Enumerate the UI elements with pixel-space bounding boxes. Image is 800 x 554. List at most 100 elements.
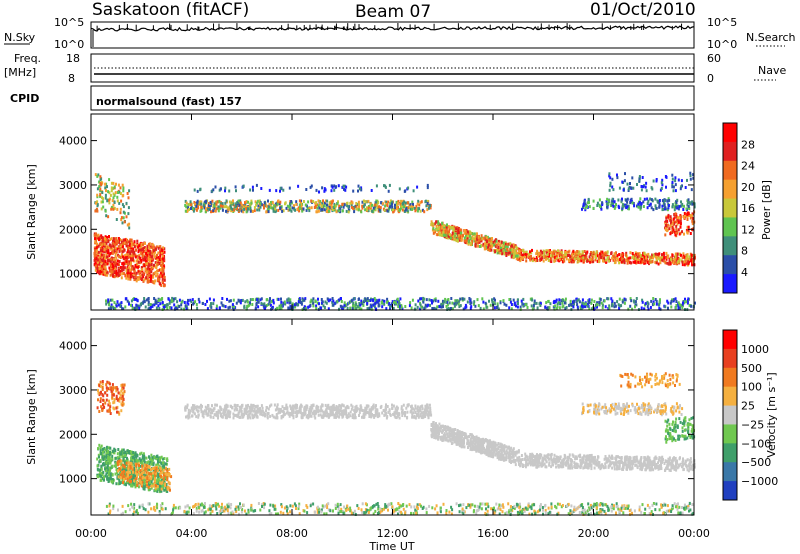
echo-cell	[579, 305, 582, 309]
echo-cell	[667, 262, 670, 266]
echo-cell	[655, 261, 658, 265]
echo-cell	[531, 257, 534, 261]
echo-cell	[611, 177, 614, 181]
echo-cell	[457, 234, 460, 238]
echo-cell	[180, 307, 183, 311]
echo-cell	[124, 472, 127, 476]
echo-cell	[471, 240, 474, 243]
echo-cell	[565, 253, 568, 257]
echo-cell	[460, 237, 463, 241]
echo-cell	[269, 297, 271, 301]
echo-cell	[110, 205, 113, 209]
echo-cell	[106, 271, 109, 275]
echo-cell	[447, 298, 450, 301]
echo-cell	[128, 262, 130, 266]
echo-cell	[458, 236, 461, 240]
echo-cell	[95, 249, 98, 253]
echo-cell	[335, 185, 338, 189]
echo-cell	[251, 303, 254, 306]
echo-cell	[603, 299, 606, 303]
echo-cell	[298, 203, 301, 207]
echo-cell	[408, 205, 411, 209]
echo-cell	[197, 297, 200, 301]
echo-cell	[231, 303, 234, 307]
echo-cell	[653, 302, 656, 306]
echo-cell	[115, 256, 118, 260]
echo-cell	[188, 203, 191, 206]
echo-cell	[458, 305, 461, 309]
echo-cell	[372, 210, 375, 213]
echo-cell	[494, 250, 497, 254]
echo-cell	[135, 271, 138, 275]
echo-cell	[123, 241, 126, 245]
echo-cell	[316, 210, 319, 214]
echo-cell	[686, 199, 689, 203]
echo-cell	[124, 305, 127, 309]
echo-cell	[128, 451, 131, 455]
echo-cell	[558, 259, 561, 263]
echo-cell	[139, 452, 142, 456]
echo-cell	[545, 249, 548, 253]
echo-cell	[522, 248, 524, 252]
echo-cell	[346, 201, 349, 205]
echo-cell	[570, 303, 573, 307]
echo-cell	[618, 261, 621, 265]
echo-cell	[191, 298, 194, 302]
echo-cell	[98, 455, 100, 459]
echo-cell	[98, 266, 101, 270]
echo-cell	[631, 252, 634, 255]
echo-cell	[145, 261, 148, 265]
echo-cell	[394, 203, 396, 207]
echo-cell	[654, 204, 657, 208]
echo-cell	[479, 306, 482, 310]
echo-cell	[272, 207, 275, 211]
echo-cell	[580, 259, 583, 263]
echo-cell	[320, 298, 323, 301]
echo-cell	[245, 200, 248, 204]
echo-cell	[107, 251, 109, 255]
echo-cell	[337, 184, 340, 188]
echo-cell	[152, 249, 155, 253]
echo-cell	[430, 220, 433, 224]
echo-cell	[277, 199, 280, 203]
echo-cell	[124, 238, 127, 242]
colorbar-tick-label: 8	[741, 245, 748, 258]
echo-cell	[105, 189, 107, 193]
echo-cell	[279, 200, 282, 204]
echo-cell	[287, 297, 290, 301]
echo-cell	[163, 278, 166, 282]
echo-cell	[622, 188, 625, 192]
echo-cell	[333, 184, 336, 188]
echo-cell	[666, 208, 669, 212]
echo-cell	[249, 205, 252, 209]
echo-cell	[146, 277, 149, 281]
echo-cell	[209, 200, 212, 204]
echo-cell	[689, 232, 692, 235]
echo-cell	[569, 255, 572, 259]
echo-cell	[317, 307, 320, 311]
echo-cell	[134, 460, 137, 464]
echo-cell	[325, 199, 327, 203]
echo-cell	[389, 202, 392, 206]
echo-cell	[321, 201, 324, 205]
echo-cell	[364, 298, 367, 302]
echo-cell	[577, 252, 580, 256]
echo-cell	[599, 205, 602, 209]
echo-cell	[132, 451, 135, 454]
echo-cell	[408, 304, 411, 308]
echo-cell	[101, 191, 104, 194]
echo-cell	[634, 300, 637, 304]
echo-cell	[132, 247, 135, 251]
echo-cell	[157, 277, 159, 281]
echo-cell	[333, 202, 336, 206]
echo-cell	[228, 189, 231, 193]
echo-cell	[578, 250, 581, 254]
echo-cell	[640, 188, 643, 192]
echo-cell	[108, 254, 111, 258]
echo-cell	[693, 205, 696, 209]
echo-cell	[600, 250, 603, 254]
echo-cell	[538, 254, 541, 258]
echo-cell	[312, 200, 315, 203]
echo-cell	[623, 297, 626, 301]
echo-cell	[102, 470, 105, 474]
